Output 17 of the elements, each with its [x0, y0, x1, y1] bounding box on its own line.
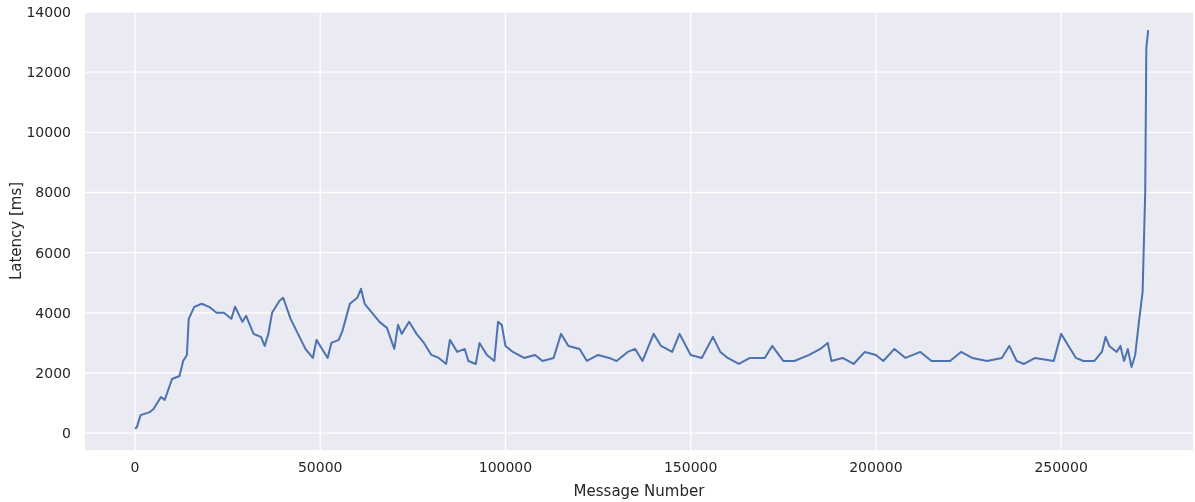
x-tick-label: 50000	[297, 458, 343, 475]
x-tick-label: 0	[130, 458, 140, 475]
y-tick-label: 4000	[35, 304, 71, 321]
line-series	[134, 29, 1150, 430]
x-tick-label: 200000	[849, 458, 903, 475]
y-tick-label: 6000	[35, 244, 71, 261]
x-axis-title: Message Number	[573, 482, 706, 500]
x-tick-label: 250000	[1034, 458, 1088, 475]
y-tick-label: 2000	[35, 364, 71, 381]
x-tick-label: 150000	[663, 458, 718, 475]
x-tick-label: 100000	[478, 458, 533, 475]
y-tick-label: 14000	[26, 3, 71, 20]
y-axis-title: Latency [ms]	[7, 181, 26, 281]
y-tick-label: 0	[62, 425, 71, 442]
y-tick-label: 10000	[26, 124, 71, 141]
y-tick-label: 12000	[26, 64, 71, 81]
y-tick-label: 8000	[35, 184, 71, 201]
